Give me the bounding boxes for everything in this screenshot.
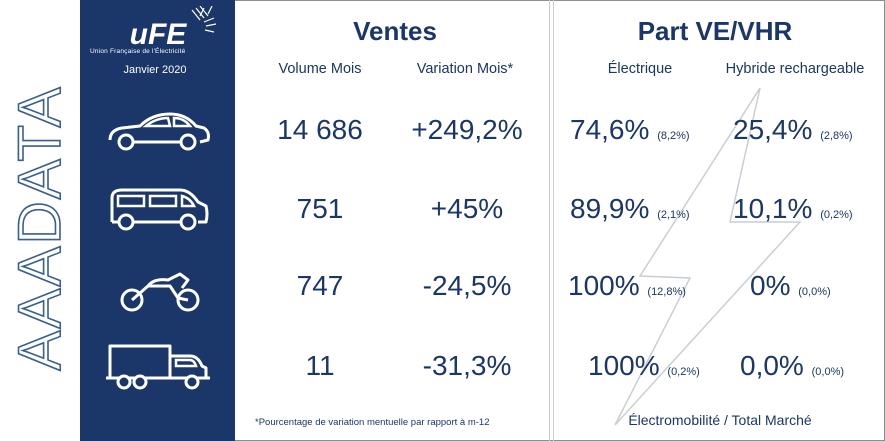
- volume-motorcycle: 747: [296, 270, 344, 301]
- truck-icon: [106, 344, 210, 390]
- electric-market-share: (0,2%): [667, 366, 700, 378]
- section-divider: [549, 0, 550, 441]
- ufe-tagline: Union Française de l'Électricité: [90, 48, 186, 55]
- variation-truck: -31,3%: [422, 350, 512, 381]
- ufe-logo-text: uFE: [130, 18, 188, 51]
- lightning-bolt-icon: [614, 87, 802, 426]
- aaadata-logo: AAADATA: [5, 85, 74, 372]
- electric-share-truck: 100% (0,2%): [588, 350, 700, 381]
- car-icon: [108, 112, 210, 151]
- electric-market-share: (2,1%): [657, 209, 690, 221]
- hybrid-share-car: 25,4% (2,8%): [733, 114, 853, 145]
- electric-share-motorcycle: 100% (12,8%): [568, 270, 686, 301]
- part-title: Part VE/VHR: [637, 16, 793, 46]
- section-divider: [553, 0, 554, 441]
- hybrid-share-van: 10,1% (0,2%): [733, 193, 853, 224]
- motorcycle-icon: [120, 272, 200, 312]
- variation-column-header: Variation Mois*: [416, 61, 514, 77]
- ventes-title: Ventes: [353, 16, 437, 46]
- variation-van: +45%: [430, 193, 504, 224]
- variation-motorcycle: -24,5%: [422, 270, 512, 301]
- electric-market-share: (8,2%): [657, 130, 690, 142]
- hybrid-market-share: (0,0%): [798, 286, 831, 298]
- variation-footnote: *Pourcentage de variation mentuelle par …: [255, 417, 490, 428]
- hybrid-market-share: (0,2%): [820, 209, 853, 221]
- brand-strip: AAADATA: [0, 0, 80, 441]
- electric-share-car: 74,6% (8,2%): [570, 114, 690, 145]
- report-date: Janvier 2020: [123, 64, 187, 76]
- van-icon: [110, 188, 209, 231]
- hybrid-market-share: (2,8%): [820, 130, 853, 142]
- ufe-logo: uFE: [130, 6, 217, 51]
- hybrid-column-header: Hybride rechargeable: [725, 61, 865, 77]
- hybrid-share-truck: 0,0% (0,0%): [740, 350, 845, 381]
- volume-van: 751: [296, 193, 344, 224]
- electric-market-share: (12,8%): [647, 286, 686, 298]
- volume-column-header: Volume Mois: [278, 61, 362, 77]
- volume-truck: 11: [305, 350, 335, 381]
- variation-car: +249,2%: [411, 114, 523, 145]
- navy-sidebar: uFE Union Française de l'Électricité Jan…: [80, 0, 235, 441]
- hybrid-market-share: (0,0%): [811, 366, 845, 378]
- volume-car: 14 686: [277, 114, 363, 145]
- electric-share-van: 89,9% (2,1%): [570, 193, 690, 224]
- electric-column-header: Électrique: [607, 61, 673, 77]
- electromobility-footer: Électromobilité / Total Marché: [628, 412, 812, 428]
- hybrid-share-motorcycle: 0% (0,0%): [750, 270, 831, 301]
